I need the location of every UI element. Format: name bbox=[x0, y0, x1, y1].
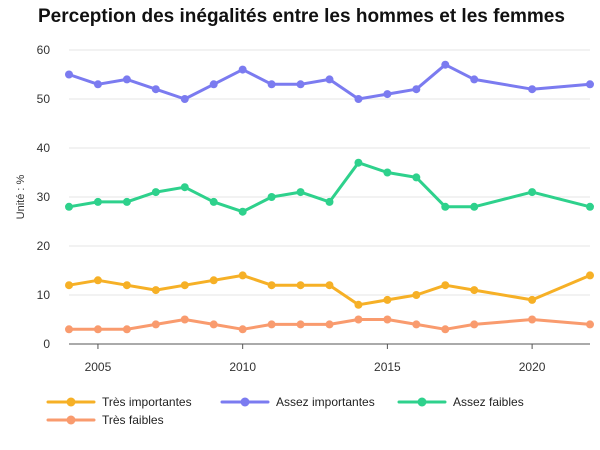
legend-label[interactable]: Assez faibles bbox=[453, 395, 524, 409]
data-point bbox=[267, 193, 276, 201]
data-point bbox=[528, 188, 537, 197]
data-point bbox=[209, 276, 218, 285]
data-point bbox=[586, 80, 594, 89]
data-point bbox=[267, 281, 276, 290]
data-point bbox=[441, 202, 450, 211]
data-point bbox=[267, 320, 276, 329]
data-point bbox=[441, 60, 450, 69]
series-line bbox=[67, 273, 592, 307]
data-point bbox=[180, 281, 189, 290]
data-point bbox=[586, 202, 594, 211]
data-point bbox=[412, 291, 421, 299]
data-point bbox=[93, 325, 102, 334]
x-tick-label: 2005 bbox=[85, 360, 112, 374]
data-point bbox=[238, 65, 247, 74]
legend-swatch-marker[interactable] bbox=[240, 397, 250, 407]
data-point bbox=[267, 80, 276, 89]
legend-swatch-marker[interactable] bbox=[417, 397, 427, 407]
data-point bbox=[354, 158, 363, 167]
legend-label[interactable]: Très faibles bbox=[102, 413, 164, 427]
legend-label[interactable]: Très importantes bbox=[102, 395, 192, 409]
data-point bbox=[528, 315, 537, 324]
data-point bbox=[586, 320, 594, 329]
data-point bbox=[93, 197, 102, 206]
data-point bbox=[209, 80, 218, 89]
legend-label[interactable]: Assez importantes bbox=[276, 395, 375, 409]
x-tick-label: 2020 bbox=[519, 360, 546, 374]
x-tick-label: 2010 bbox=[229, 360, 256, 374]
data-point bbox=[383, 90, 392, 99]
data-point bbox=[412, 173, 421, 182]
chart-title: Perception des inégalités entre les homm… bbox=[38, 6, 565, 27]
data-point bbox=[65, 325, 73, 334]
data-point bbox=[325, 75, 334, 84]
data-point bbox=[441, 281, 450, 290]
data-point bbox=[180, 95, 189, 103]
data-point bbox=[209, 320, 218, 329]
y-tick-label: 50 bbox=[37, 92, 51, 106]
data-point bbox=[151, 286, 160, 295]
data-point bbox=[238, 325, 247, 334]
x-tick-label: 2015 bbox=[374, 360, 401, 374]
data-point bbox=[65, 202, 73, 211]
data-point bbox=[441, 325, 450, 334]
data-point bbox=[180, 183, 189, 192]
data-point bbox=[383, 315, 392, 324]
data-point bbox=[586, 271, 594, 280]
data-point bbox=[325, 281, 334, 290]
data-point bbox=[238, 207, 247, 216]
y-axis-label: Unité : % bbox=[15, 174, 27, 219]
legend-swatch-marker[interactable] bbox=[66, 397, 76, 407]
data-point bbox=[296, 320, 305, 329]
data-point bbox=[65, 70, 73, 79]
data-point bbox=[209, 197, 218, 206]
data-point bbox=[354, 95, 363, 103]
y-tick-label: 10 bbox=[37, 288, 51, 302]
legend-swatch-marker[interactable] bbox=[66, 415, 76, 425]
y-tick-label: 40 bbox=[37, 141, 51, 155]
data-point bbox=[93, 276, 102, 285]
data-point bbox=[383, 295, 392, 304]
y-tick-label: 60 bbox=[37, 43, 51, 57]
data-point bbox=[325, 320, 334, 329]
data-point bbox=[528, 85, 537, 94]
y-tick-label: 30 bbox=[37, 190, 51, 204]
y-tick-label: 20 bbox=[37, 239, 51, 253]
data-point bbox=[325, 197, 334, 206]
data-point bbox=[238, 271, 247, 280]
data-point bbox=[296, 80, 305, 89]
data-point bbox=[354, 300, 363, 309]
data-point bbox=[151, 188, 160, 197]
data-point bbox=[180, 315, 189, 324]
data-point bbox=[296, 281, 305, 290]
data-point bbox=[151, 85, 160, 94]
data-point bbox=[122, 281, 131, 290]
y-tick-label: 0 bbox=[43, 337, 50, 351]
data-point bbox=[151, 320, 160, 329]
data-point bbox=[412, 320, 421, 329]
data-point bbox=[528, 295, 537, 304]
data-point bbox=[122, 197, 131, 206]
data-point bbox=[354, 315, 363, 324]
data-point bbox=[122, 325, 131, 334]
data-point bbox=[65, 281, 73, 290]
data-point bbox=[470, 286, 479, 295]
data-point bbox=[296, 188, 305, 197]
data-point bbox=[412, 85, 421, 94]
data-point bbox=[383, 168, 392, 177]
data-point bbox=[470, 202, 479, 211]
data-point bbox=[470, 320, 479, 329]
data-point bbox=[93, 80, 102, 89]
data-point bbox=[470, 75, 479, 84]
data-point bbox=[122, 75, 131, 84]
